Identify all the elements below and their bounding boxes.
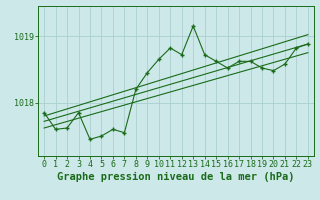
X-axis label: Graphe pression niveau de la mer (hPa): Graphe pression niveau de la mer (hPa) <box>57 172 295 182</box>
